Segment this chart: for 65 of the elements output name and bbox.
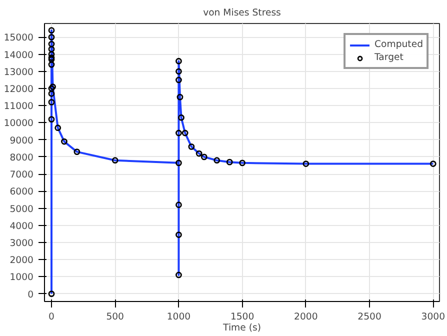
point	[176, 76, 182, 84]
point	[176, 68, 182, 75]
line-series	[50, 29, 434, 295]
point	[176, 130, 182, 136]
point	[182, 130, 188, 136]
point	[226, 158, 233, 166]
x-tick-label: 500	[106, 312, 124, 322]
y-tick-label: 3000	[10, 238, 34, 249]
point	[176, 232, 182, 238]
point	[176, 94, 184, 100]
y-tick-label: 13000	[4, 66, 34, 78]
x-tick-label: 0	[48, 312, 55, 322]
point	[48, 56, 55, 63]
x-axis-title: Time (s)	[222, 322, 261, 334]
point	[48, 51, 55, 58]
y-tick-label: 8000	[10, 152, 34, 164]
y-tick-label: 14000	[4, 50, 34, 61]
x-tick-label: 3000	[421, 312, 446, 322]
y-tick-label: 10000	[4, 118, 34, 130]
point	[112, 157, 118, 164]
point	[302, 160, 310, 167]
point	[48, 85, 55, 92]
point	[48, 40, 55, 48]
point	[176, 272, 182, 278]
point	[176, 202, 182, 208]
y-tick-label: 15000	[4, 32, 34, 44]
point	[48, 61, 55, 68]
point	[196, 150, 202, 157]
point	[239, 160, 246, 166]
legend-label: Computed	[374, 39, 423, 50]
y-tick-label: 4000	[10, 220, 34, 232]
point	[48, 90, 55, 97]
point	[188, 143, 195, 150]
point	[178, 114, 184, 121]
point	[48, 27, 55, 34]
y-tick-label: 12000	[4, 84, 34, 96]
point	[214, 157, 220, 164]
point	[48, 99, 55, 106]
legend-label: Target	[374, 52, 404, 63]
chart-title: von Mises Stress	[203, 8, 282, 18]
point	[74, 148, 80, 156]
point	[48, 290, 55, 297]
y-tick-label: 6000	[10, 186, 34, 198]
x-tick-label: 2500	[358, 312, 382, 322]
x-tick-label: 1500	[230, 312, 254, 322]
point	[200, 154, 208, 160]
point	[54, 124, 62, 132]
point	[176, 160, 182, 166]
point	[48, 34, 55, 40]
y-tick-label: 1000	[10, 272, 34, 284]
y-tick-label: 9000	[10, 135, 34, 146]
point	[48, 116, 55, 122]
x-tick-label: 2000	[294, 312, 318, 322]
point	[48, 54, 55, 61]
point	[50, 84, 56, 90]
y-tick-label: 11000	[4, 101, 34, 112]
y-tick-label: 7000	[10, 170, 34, 181]
point	[61, 138, 68, 145]
x-tick-label: 1000	[166, 312, 191, 322]
y-tick-label: 2000	[10, 255, 34, 266]
point	[430, 160, 436, 167]
point	[176, 58, 182, 64]
point	[48, 46, 55, 52]
y-tick-label: 0	[28, 289, 34, 300]
y-tick-label: 5000	[10, 204, 34, 215]
